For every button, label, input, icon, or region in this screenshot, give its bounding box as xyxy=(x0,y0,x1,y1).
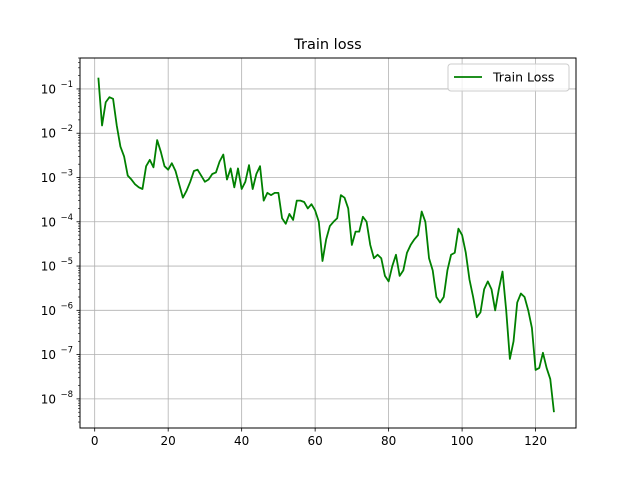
y-tick-base: 10 xyxy=(41,127,56,141)
x-tick-label: 100 xyxy=(451,434,474,448)
y-tick-base: 10 xyxy=(41,392,56,406)
plot-lines xyxy=(97,77,555,413)
chart-title: Train loss xyxy=(293,37,361,53)
y-tick-exponent: −7 xyxy=(60,346,73,356)
y-tick-label: 10 xyxy=(41,260,56,274)
y-tick-label: 10 xyxy=(41,127,56,141)
y-tick-label: 10 xyxy=(41,348,56,362)
grid xyxy=(80,58,576,428)
x-axis: 0 20 40 60 80 100 120 xyxy=(91,428,547,448)
x-tick-label: 120 xyxy=(524,434,547,448)
y-tick-base: 10 xyxy=(41,171,56,185)
legend-label: Train Loss xyxy=(492,70,554,85)
y-tick-base: 10 xyxy=(41,348,56,362)
axes-frame xyxy=(79,57,577,429)
x-tick-label: 80 xyxy=(381,434,396,448)
y-tick-base: 10 xyxy=(41,260,56,274)
y-tick-exponent: −8 xyxy=(60,390,73,400)
y-tick-exponent: −4 xyxy=(60,213,73,223)
y-tick-base: 10 xyxy=(41,304,56,318)
y-tick-exponent: −1 xyxy=(60,80,73,90)
legend-box xyxy=(447,63,570,92)
x-tick-label: 60 xyxy=(308,434,323,448)
x-tick-label: 40 xyxy=(234,434,249,448)
series-line xyxy=(97,77,555,413)
y-tick-label: 10 xyxy=(41,82,56,96)
y-tick-label: 10 xyxy=(41,392,56,406)
y-tick-label: 10 xyxy=(41,304,56,318)
y-tick-exponent: −2 xyxy=(60,124,73,134)
y-tick-exponent: −6 xyxy=(60,301,73,311)
y-tick-exponent: −3 xyxy=(60,169,73,179)
y-axis: 10 −8 10 −7 10 −6 10 −5 10 −4 10 −3 10 −2 10 −1 xyxy=(41,57,80,423)
y-tick-exponent: −5 xyxy=(60,257,73,267)
x-tick-label: 0 xyxy=(91,434,99,448)
y-tick-base: 10 xyxy=(41,82,56,96)
y-tick-label: 10 xyxy=(41,171,56,185)
y-tick-base: 10 xyxy=(41,215,56,229)
x-tick-label: 20 xyxy=(161,434,176,448)
y-tick-label: 10 xyxy=(41,215,56,229)
legend: Train Loss xyxy=(447,63,570,92)
